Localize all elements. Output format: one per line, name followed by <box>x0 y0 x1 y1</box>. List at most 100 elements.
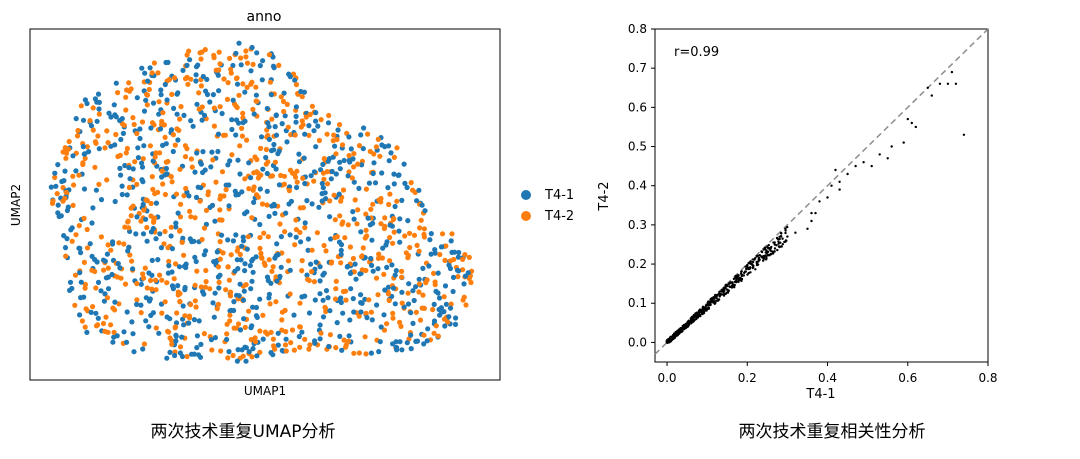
umap-point-t4-2 <box>432 279 438 285</box>
umap-point-t4-1 <box>67 287 73 293</box>
corr-point <box>772 241 775 244</box>
corr-point <box>674 332 677 335</box>
umap-point-t4-1 <box>242 268 248 274</box>
umap-point-t4-2 <box>203 279 209 285</box>
umap-point-t4-1 <box>236 120 242 126</box>
umap-point-t4-2 <box>420 292 426 298</box>
umap-point-t4-1 <box>337 166 343 172</box>
umap-point-t4-1 <box>187 236 193 242</box>
umap-point-t4-2 <box>351 151 357 157</box>
umap-point-t4-1 <box>102 258 108 264</box>
umap-point-t4-2 <box>81 259 87 265</box>
umap-point-t4-1 <box>392 272 398 278</box>
umap-point-t4-1 <box>394 347 400 353</box>
umap-point-t4-2 <box>76 172 82 178</box>
umap-point-t4-1 <box>191 317 197 323</box>
umap-point-t4-1 <box>127 176 133 182</box>
corr-point <box>670 337 674 340</box>
umap-point-t4-2 <box>205 189 211 195</box>
umap-point-t4-1 <box>62 168 68 174</box>
umap-point-t4-1 <box>169 246 175 252</box>
umap-point-t4-2 <box>347 244 353 250</box>
umap-point-t4-2 <box>163 159 169 165</box>
corr-point <box>914 125 917 129</box>
umap-point-t4-2 <box>352 197 358 203</box>
umap-point-t4-2 <box>239 125 245 131</box>
umap-point-t4-1 <box>370 220 376 226</box>
umap-point-t4-2 <box>418 217 424 223</box>
umap-point-t4-1 <box>338 295 344 301</box>
umap-point-t4-2 <box>147 277 154 284</box>
corr-point <box>678 332 681 335</box>
umap-point-t4-2 <box>123 107 129 113</box>
umap-point-t4-2 <box>151 217 157 223</box>
umap-point-t4-2 <box>402 233 408 239</box>
umap-point-t4-2 <box>391 229 397 235</box>
umap-point-t4-1 <box>247 263 253 269</box>
corr-point <box>689 322 692 325</box>
umap-point-t4-2 <box>280 98 287 105</box>
umap-point-t4-1 <box>230 97 236 103</box>
umap-point-t4-1 <box>164 97 170 103</box>
umap-point-t4-1 <box>387 222 393 228</box>
umap-point-t4-2 <box>390 315 396 321</box>
umap-point-t4-1 <box>264 188 270 194</box>
umap-point-t4-1 <box>142 70 148 76</box>
umap-point-t4-2 <box>207 286 213 292</box>
umap-point-t4-2 <box>239 133 245 139</box>
umap-point-t4-2 <box>382 215 388 221</box>
umap-points <box>48 40 475 364</box>
umap-point-t4-2 <box>185 81 191 87</box>
umap-point-t4-2 <box>149 70 155 76</box>
umap-point-t4-2 <box>178 201 184 207</box>
umap-point-t4-2 <box>258 250 264 256</box>
corr-point <box>683 323 687 327</box>
umap-point-t4-1 <box>274 241 280 247</box>
umap-point-t4-1 <box>319 198 325 204</box>
umap-point-t4-1 <box>193 258 199 265</box>
umap-point-t4-2 <box>246 186 252 192</box>
umap-point-t4-2 <box>149 286 155 292</box>
umap-point-t4-1 <box>328 236 334 242</box>
corr-point <box>890 145 893 148</box>
corr-point <box>770 245 773 249</box>
corr-point <box>810 211 813 215</box>
umap-point-t4-1 <box>162 81 168 88</box>
umap-point-t4-1 <box>246 349 252 355</box>
umap-point-t4-2 <box>356 350 362 356</box>
umap-point-t4-1 <box>427 237 433 243</box>
umap-point-t4-2 <box>152 277 159 283</box>
umap-point-t4-2 <box>385 291 391 297</box>
corr-point <box>862 161 865 164</box>
umap-point-t4-2 <box>227 312 233 318</box>
umap-point-t4-2 <box>442 257 448 263</box>
umap-point-t4-2 <box>228 289 234 295</box>
umap-point-t4-1 <box>259 77 265 83</box>
umap-point-t4-1 <box>64 236 70 242</box>
umap-point-t4-2 <box>159 168 165 174</box>
umap-point-t4-2 <box>264 202 270 208</box>
umap-point-t4-2 <box>130 115 136 121</box>
umap-point-t4-2 <box>70 173 76 179</box>
umap-point-t4-1 <box>158 92 164 98</box>
corr-point <box>902 141 905 144</box>
umap-point-t4-1 <box>111 102 117 108</box>
umap-point-t4-1 <box>181 322 187 328</box>
corr-point <box>726 288 729 291</box>
umap-point-t4-1 <box>143 318 149 324</box>
umap-point-t4-2 <box>157 272 163 278</box>
umap-point-t4-2 <box>302 225 308 231</box>
umap-point-t4-2 <box>168 337 175 343</box>
umap-point-t4-1 <box>281 90 287 96</box>
umap-point-t4-2 <box>251 170 257 176</box>
umap-point-t4-2 <box>379 255 385 261</box>
umap-point-t4-2 <box>252 339 259 345</box>
umap-point-t4-1 <box>115 261 121 267</box>
umap-point-t4-2 <box>224 96 231 102</box>
umap-point-t4-2 <box>177 166 183 172</box>
umap-point-t4-2 <box>81 215 87 221</box>
umap-point-t4-2 <box>240 353 246 359</box>
umap-point-t4-2 <box>211 105 217 111</box>
umap-point-t4-2 <box>84 226 90 233</box>
corr-point <box>814 211 817 215</box>
